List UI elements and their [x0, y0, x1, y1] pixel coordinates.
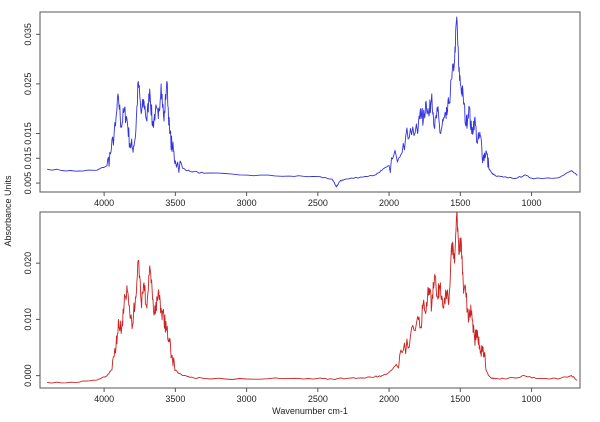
bottom-x-tick-label: 4000 — [94, 394, 114, 404]
top-y-tick-label: 0.015 — [23, 122, 33, 145]
bottom-x-tick-label: 2000 — [379, 394, 399, 404]
top-x-tick-label: 4000 — [94, 198, 114, 208]
bottom-x-tick-label: 1500 — [450, 394, 470, 404]
bottom-spectrum-panel: 4000 3500 3000 2500 2000 1500 1000 0.0000.0100… — [23, 211, 581, 404]
bottom-x-tick-label: 1000 — [522, 394, 542, 404]
top-x-tick-label: 1500 — [450, 198, 470, 208]
top-series-line — [47, 16, 578, 188]
bottom-y-tick-label: 0.010 — [23, 308, 33, 331]
bottom-x-axis: 4000 3500 3000 2500 2000 1500 1000 — [94, 388, 542, 404]
top-x-tick-label: 2500 — [308, 198, 328, 208]
top-x-tick-label: 2000 — [379, 198, 399, 208]
top-y-tick-label: 0.035 — [23, 23, 33, 46]
bottom-plot-frame — [39, 211, 581, 389]
top-x-tick-label: 1000 — [522, 198, 542, 208]
bottom-series-line — [47, 212, 578, 384]
top-y-tick-label: 0.005 — [23, 172, 33, 195]
bottom-x-tick-label: 3500 — [165, 394, 185, 404]
top-spectrum-panel: 4000 3500 3000 2500 2000 1500 1000 0.0050.0150… — [23, 11, 581, 208]
top-y-tick-label: 0.015 — [23, 147, 33, 170]
bottom-x-tick-label: 2500 — [308, 394, 328, 404]
bottom-y-axis: 0.000 0.010 0.020 — [23, 252, 40, 387]
bottom-y-tick-label: 0.020 — [23, 252, 33, 275]
bottom-y-tick-label: 0.000 — [23, 364, 33, 387]
y-axis-label: Absorbance Units — [3, 175, 13, 247]
top-y-axis: 0.005 0.015 0.015 0.025 0.035 — [23, 23, 40, 194]
top-x-axis: 4000 3500 3000 2500 2000 1500 1000 — [94, 192, 542, 208]
bottom-x-tick-label: 3000 — [237, 394, 257, 404]
top-y-tick-label: 0.025 — [23, 73, 33, 96]
x-axis-label: Wavenumber cm-1 — [272, 406, 348, 416]
top-x-tick-label: 3000 — [237, 198, 257, 208]
top-plot-frame — [39, 11, 581, 193]
top-x-tick-label: 3500 — [165, 198, 185, 208]
